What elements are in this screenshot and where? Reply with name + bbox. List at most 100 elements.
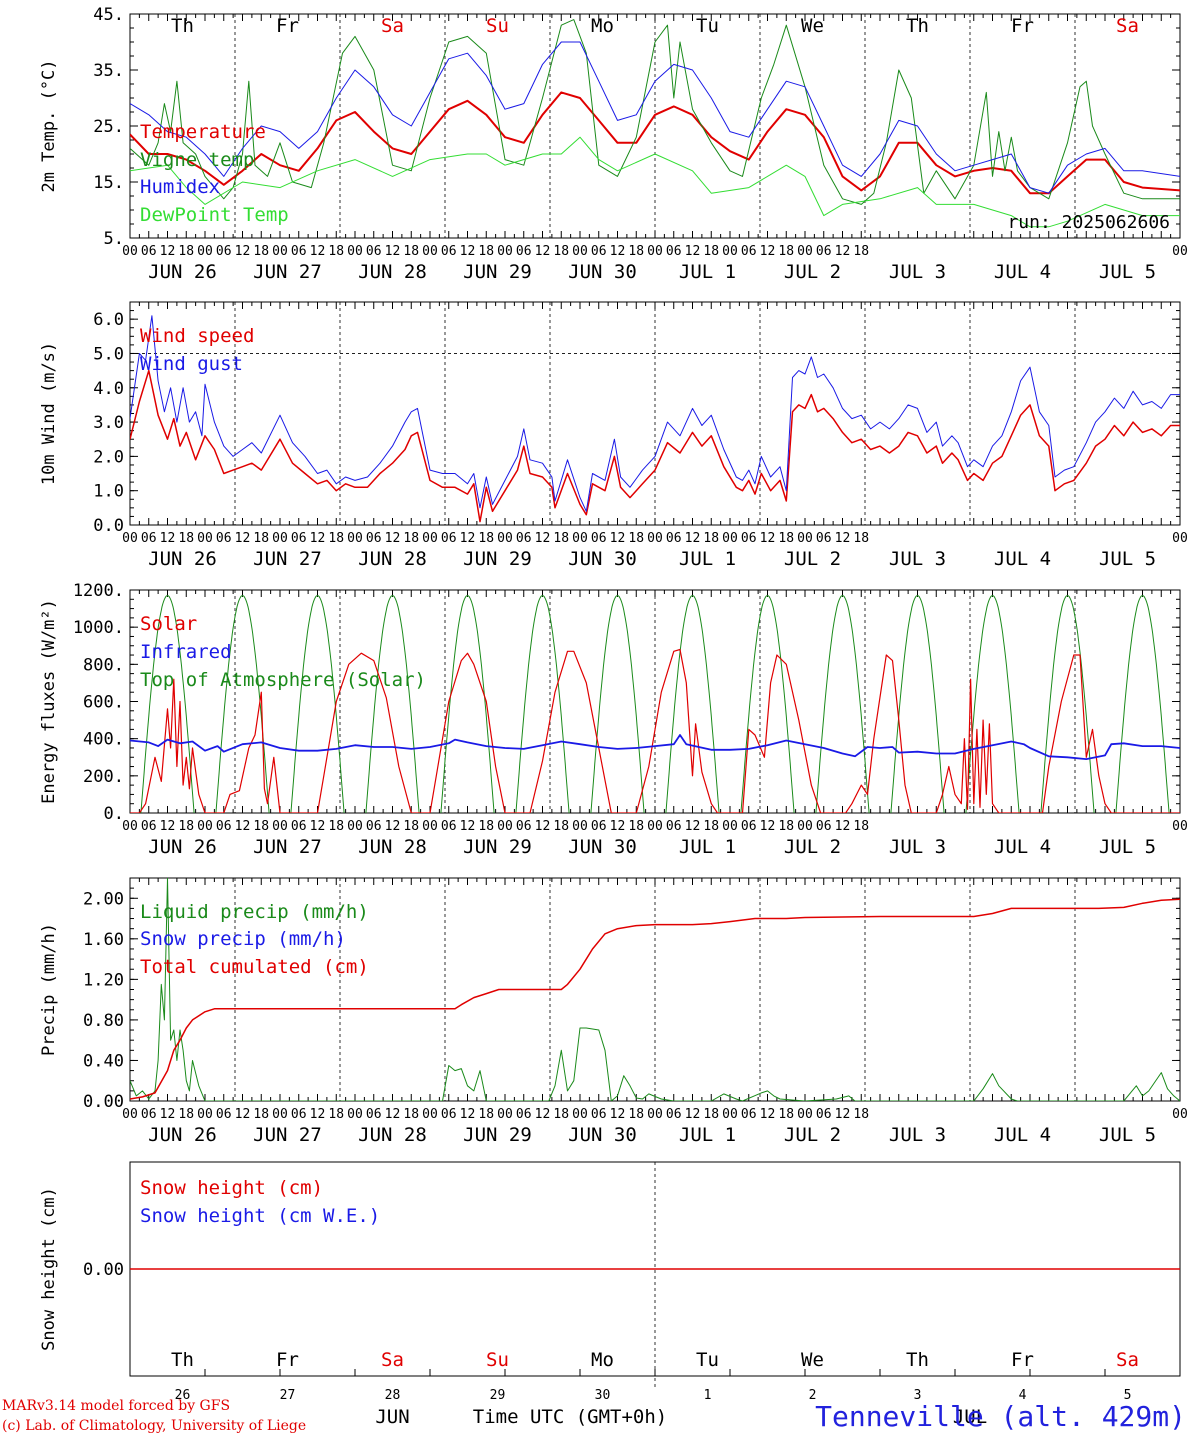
hour-tick-label: 18: [628, 819, 644, 834]
weekday-label: Fr: [1011, 1349, 1034, 1371]
plot-area: [130, 595, 1180, 813]
date-label: JUL 2: [784, 836, 841, 858]
date-label: JUL 4: [994, 1124, 1051, 1146]
date-label: JUL 3: [889, 1124, 946, 1146]
hour-tick-label: 12: [685, 531, 701, 546]
y-tick-label: 6.0: [93, 310, 124, 330]
legend-entry: Temperature: [140, 121, 266, 143]
hour-tick-label: 12: [460, 1107, 476, 1122]
date-label: JUL 5: [1099, 548, 1156, 570]
hour-tick-label: 18: [628, 531, 644, 546]
y-tick-label: 4.0: [93, 379, 124, 399]
hour-tick-label: 18: [853, 819, 869, 834]
hour-tick-label: 00: [797, 244, 813, 259]
hour-tick-label: 00: [347, 819, 363, 834]
day-number-label: 28: [385, 1388, 401, 1403]
hour-tick-label: 00: [272, 1107, 288, 1122]
hour-tick-label: 12: [310, 244, 326, 259]
legend-entry: DewPoint Temp: [140, 204, 289, 226]
hour-tick-label: 12: [610, 244, 626, 259]
date-label: JUN 28: [358, 548, 427, 570]
weekday-label: Tu: [696, 1349, 719, 1371]
hour-tick-label: 00: [422, 1107, 438, 1122]
hour-tick-label: 12: [535, 244, 551, 259]
hour-tick-label: 00: [122, 531, 138, 546]
hour-tick-label: 00: [497, 531, 513, 546]
hour-tick-label: 12: [610, 1107, 626, 1122]
hour-tick-label: 00: [272, 819, 288, 834]
hour-tick-label: 00: [272, 244, 288, 259]
hour-tick-label: 06: [666, 244, 682, 259]
hour-tick-label: 06: [516, 819, 532, 834]
series-line-vigne-temp: [130, 19, 1180, 205]
hour-tick-label: 12: [685, 819, 701, 834]
hour-tick-label: 18: [478, 244, 494, 259]
hour-tick-label: 06: [741, 819, 757, 834]
hour-tick-label: 00: [722, 1107, 738, 1122]
hour-tick-label: 06: [516, 531, 532, 546]
series-line-liquid-precip-mm-h: [130, 878, 1180, 1101]
legend-entry: Total cumulated (cm): [140, 956, 369, 978]
hour-tick-label: 18: [328, 244, 344, 259]
legend-entry: Humidex: [140, 176, 220, 198]
toa-solar-line: [515, 595, 570, 813]
hour-tick-label: 18: [778, 819, 794, 834]
plot-area: [130, 19, 1180, 228]
weekday-label: Th: [171, 15, 194, 37]
weekday-label: Sa: [381, 1349, 404, 1371]
legend-entry: Snow precip (mm/h): [140, 928, 346, 950]
date-label: JUN 30: [568, 548, 637, 570]
weekday-label: Th: [906, 15, 929, 37]
date-label: JUN 27: [253, 836, 322, 858]
hour-tick-label: 18: [703, 1107, 719, 1122]
hour-tick-label: 18: [178, 1107, 194, 1122]
x-axis-label: Time UTC (GMT+0h): [473, 1406, 667, 1428]
day-number-label: 3: [914, 1388, 922, 1403]
legend-entry: Wind gust: [140, 353, 243, 375]
hour-tick-label: 18: [853, 531, 869, 546]
hour-tick-label: 18: [328, 1107, 344, 1122]
y-axis-label: Snow height (cm): [39, 1187, 59, 1351]
hour-tick-label: 06: [591, 244, 607, 259]
toa-solar-line: [665, 595, 720, 813]
legend-entry: Solar: [140, 613, 197, 635]
hour-tick-label: 06: [141, 244, 157, 259]
y-tick-label: 45.: [93, 5, 124, 25]
hour-tick-label: 18: [553, 531, 569, 546]
weekday-label: Sa: [1116, 1349, 1139, 1371]
hour-tick-label: 06: [441, 1107, 457, 1122]
y-tick-label: 0.00: [83, 1260, 124, 1280]
hour-tick-label: 18: [178, 244, 194, 259]
hour-tick-label: 00: [797, 531, 813, 546]
legend-entry: Infrared: [140, 641, 232, 663]
weekday-label: Fr: [276, 1349, 299, 1371]
date-label: JUL 1: [679, 1124, 736, 1146]
lab-credit: (c) Lab. of Climatology, University of L…: [2, 1418, 307, 1434]
hour-tick-label: 12: [835, 819, 851, 834]
date-label: JUN 29: [463, 1124, 532, 1146]
hour-tick-label: 18: [403, 1107, 419, 1122]
toa-solar-line: [365, 595, 420, 813]
hour-tick-label: 18: [703, 531, 719, 546]
hour-tick-label: 12: [535, 1107, 551, 1122]
hour-tick-label: 18: [253, 1107, 269, 1122]
hour-tick-label: 00: [497, 244, 513, 259]
date-label: JUN 30: [568, 1124, 637, 1146]
date-label: JUL 4: [994, 836, 1051, 858]
hour-tick-label: 00: [647, 1107, 663, 1122]
date-label: JUL 5: [1099, 836, 1156, 858]
hour-tick-label: 00: [197, 819, 213, 834]
hour-tick-label: 06: [141, 819, 157, 834]
series-line-temperature: [130, 91, 1180, 195]
hour-tick-label: 00: [122, 244, 138, 259]
hour-tick-label: 12: [160, 531, 176, 546]
weekday-label: Su: [486, 1349, 509, 1371]
hour-tick-label: 12: [460, 244, 476, 259]
date-label: JUN 26: [148, 548, 217, 570]
date-label: JUN 26: [148, 836, 217, 858]
hour-tick-label: 00: [497, 819, 513, 834]
y-tick-label: 0.40: [83, 1051, 124, 1071]
hour-tick-label: 12: [760, 531, 776, 546]
y-tick-label: 1.20: [83, 970, 124, 990]
hour-tick-label: 12: [160, 244, 176, 259]
